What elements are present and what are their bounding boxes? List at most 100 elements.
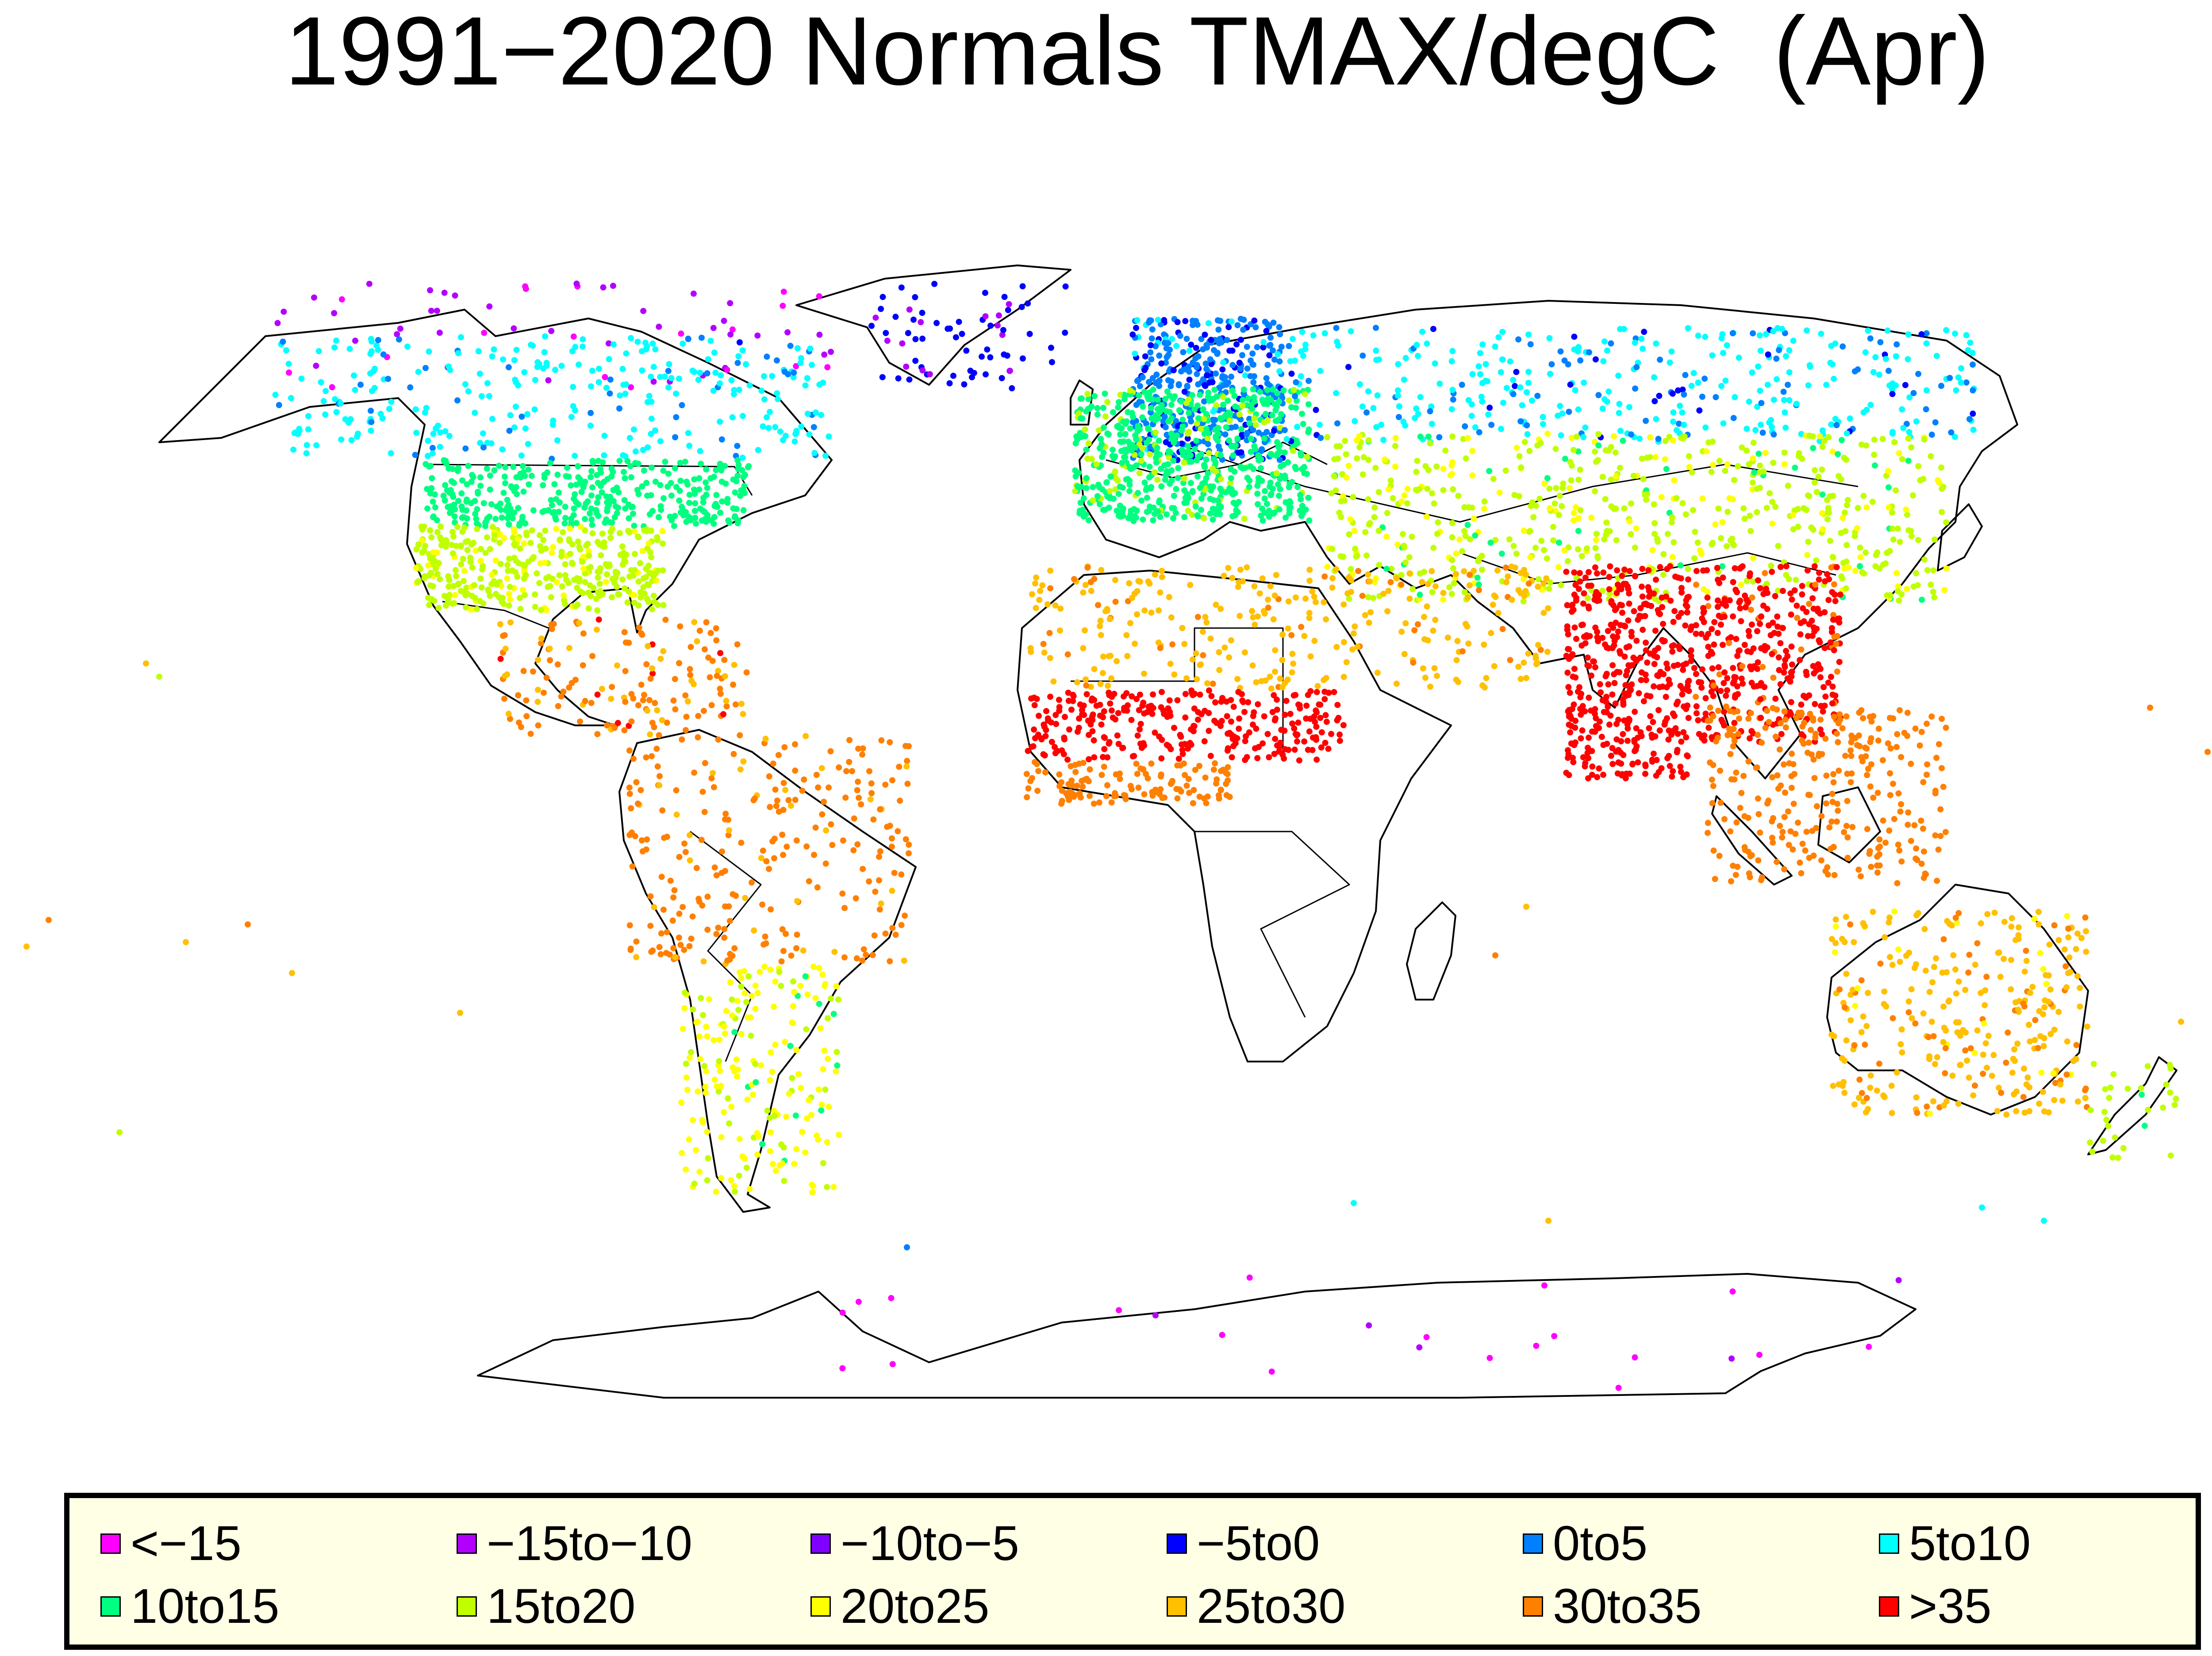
station-dot: [557, 536, 563, 543]
station-dot: [1077, 794, 1084, 801]
station-dot: [1367, 578, 1373, 585]
station-dot: [758, 387, 765, 394]
station-dot: [1194, 402, 1201, 409]
station-dot: [1365, 594, 1371, 600]
station-dot: [380, 351, 387, 358]
station-dot: [415, 579, 421, 585]
station-dot: [1546, 585, 1552, 592]
station-dot: [1462, 423, 1468, 429]
station-dot: [1629, 760, 1636, 767]
station-dot: [1521, 567, 1528, 573]
station-dot: [1417, 591, 1423, 598]
station-dot: [694, 638, 700, 644]
station-dot: [1210, 516, 1216, 523]
station-dot: [1844, 497, 1851, 503]
station-dot: [1893, 570, 1900, 576]
station-dot: [1564, 669, 1571, 676]
station-dot: [1318, 729, 1325, 736]
station-dot: [1392, 464, 1398, 470]
station-dot: [703, 491, 710, 498]
station-dot: [608, 465, 615, 472]
station-dot: [1632, 339, 1638, 346]
station-dot: [821, 798, 827, 805]
station-dot: [726, 956, 733, 963]
station-dot: [761, 963, 768, 970]
station-dot: [499, 446, 506, 452]
station-dot: [1275, 450, 1281, 457]
station-dot: [1471, 515, 1477, 522]
station-dot: [1286, 484, 1292, 491]
station-dot: [651, 599, 658, 606]
station-dot: [1420, 665, 1426, 672]
station-dot: [606, 356, 612, 362]
station-dot: [710, 770, 716, 776]
station-dot: [1679, 691, 1686, 698]
station-dot: [1678, 585, 1685, 591]
station-dot: [682, 692, 689, 699]
station-dot: [1679, 500, 1686, 506]
station-dot: [767, 1077, 773, 1084]
station-dot: [1324, 434, 1331, 441]
station-dot: [554, 661, 561, 668]
station-dot: [1290, 660, 1297, 667]
station-dot: [457, 588, 464, 594]
japan-coastline: [1937, 503, 1983, 571]
station-dot: [626, 573, 633, 580]
station-dot: [489, 416, 495, 422]
station-dot: [1632, 573, 1638, 579]
station-dot: [804, 410, 811, 417]
station-dot: [1613, 473, 1619, 480]
station-dot: [331, 344, 338, 351]
station-dot: [1786, 369, 1793, 376]
station-dot: [1645, 567, 1652, 574]
station-dot: [1621, 653, 1628, 660]
station-dot: [538, 640, 544, 647]
station-dot: [1611, 680, 1618, 686]
station-dot: [1624, 721, 1631, 728]
station-dot: [1469, 448, 1476, 454]
station-dot: [679, 1150, 685, 1157]
station-dot: [1083, 475, 1090, 481]
station-dot: [677, 942, 684, 948]
station-dot: [806, 1097, 812, 1104]
station-dot: [1146, 379, 1152, 385]
station-dot: [1224, 713, 1230, 720]
station-dot: [549, 550, 555, 556]
station-dot: [1908, 528, 1914, 534]
station-dot: [1498, 550, 1505, 557]
station-dot: [428, 485, 435, 491]
station-dot: [1359, 471, 1366, 478]
station-dot: [1858, 441, 1865, 448]
station-dot: [445, 600, 451, 606]
station-dot: [1585, 569, 1592, 575]
station-dot: [829, 842, 836, 848]
station-dot: [652, 427, 658, 434]
station-dot: [1770, 460, 1777, 466]
station-dot: [877, 848, 883, 855]
station-dot: [1367, 609, 1374, 616]
station-dot: [1852, 567, 1859, 574]
station-dot: [1356, 381, 1363, 387]
station-dot: [1048, 359, 1055, 365]
station-dot: [548, 328, 555, 334]
station-dot: [478, 584, 485, 591]
station-dot: [707, 674, 713, 681]
station-dot: [1955, 374, 1962, 381]
station-dot: [1575, 348, 1581, 355]
station-dot: [1833, 422, 1840, 429]
station-dot: [1217, 511, 1223, 518]
station-dot: [427, 555, 434, 562]
station-dot: [580, 553, 587, 560]
station-dot: [620, 452, 626, 459]
station-dot: [1465, 397, 1472, 403]
station-dot: [1052, 712, 1059, 718]
station-dot: [671, 523, 677, 529]
station-dot: [539, 509, 546, 515]
station-dot: [1575, 448, 1582, 455]
africa-coastline: [1017, 570, 1452, 1062]
station-dot: [1186, 790, 1192, 796]
station-dot: [1158, 755, 1165, 762]
station-dot: [1759, 429, 1766, 436]
station-dot: [792, 797, 799, 803]
station-dot: [1412, 415, 1418, 422]
